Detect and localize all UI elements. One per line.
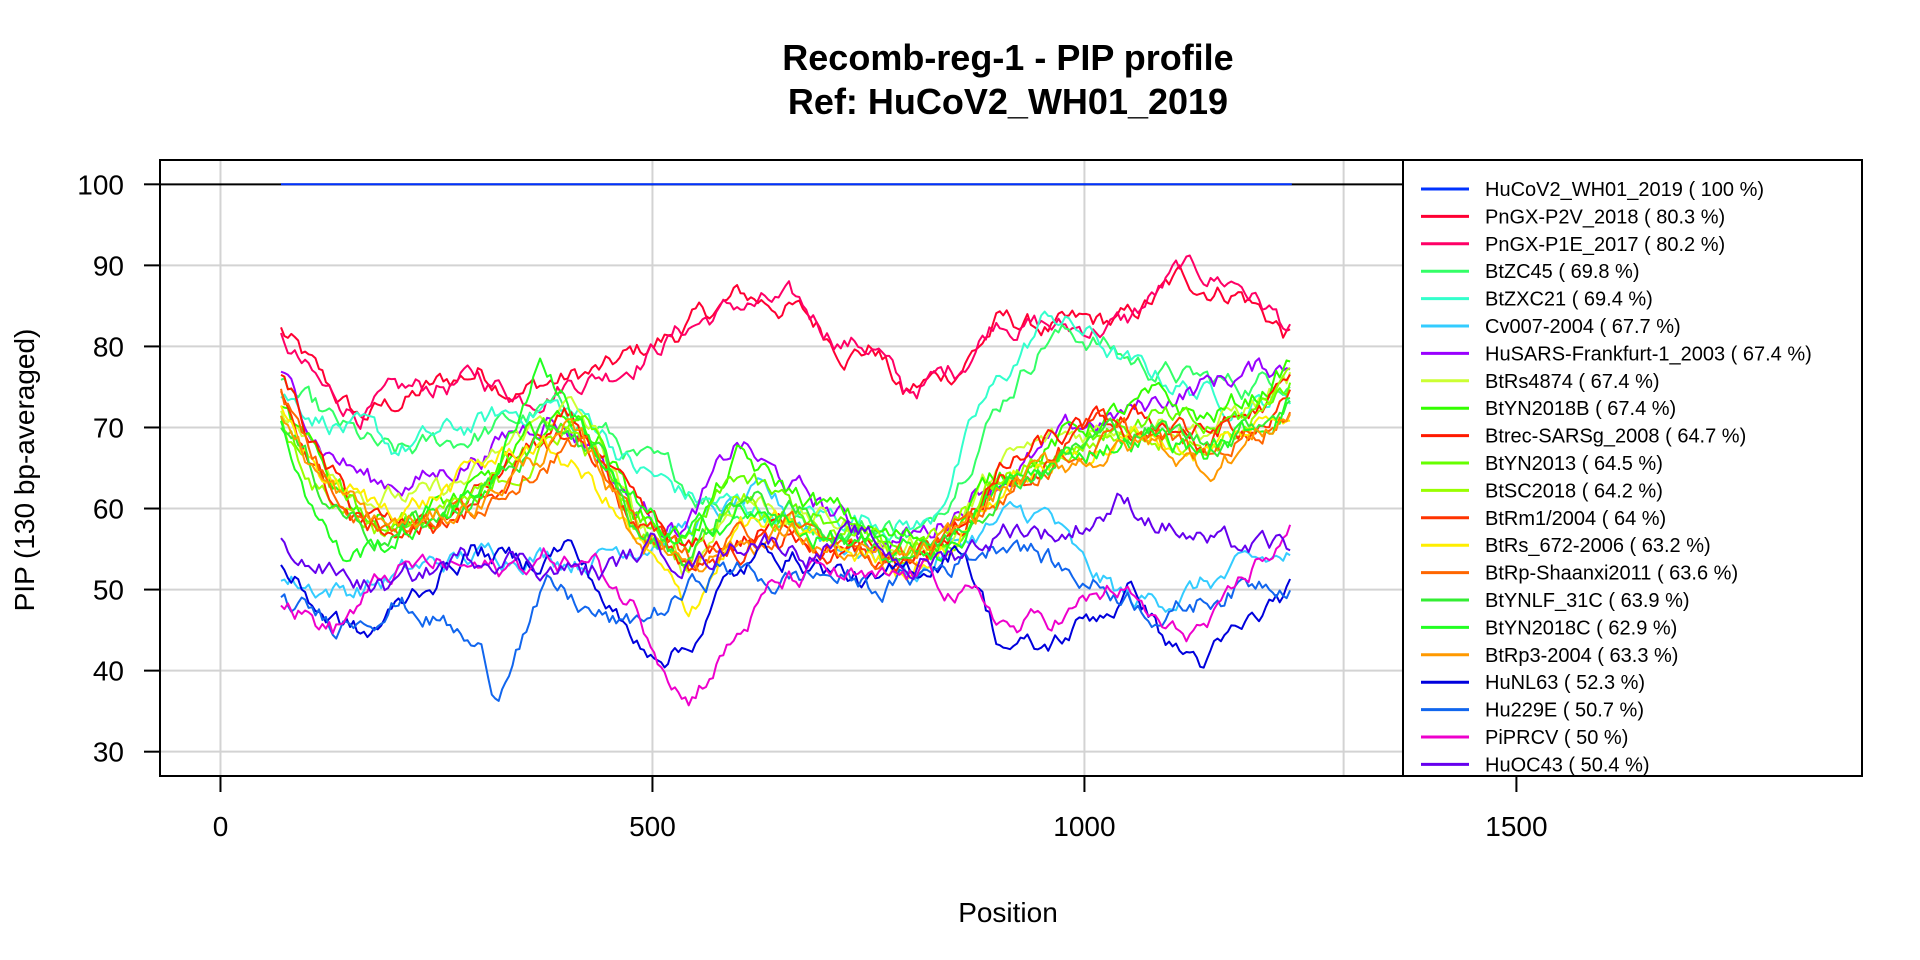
legend-label: BtRs4874 ( 67.4 %) <box>1485 371 1660 393</box>
chart-subtitle: Ref: HuCoV2_WH01_2019 <box>788 81 1228 122</box>
series-line-2 <box>280 254 1291 430</box>
y-tick-label: 90 <box>93 250 124 281</box>
y-tick-label: 50 <box>93 575 124 606</box>
legend-label: BtRp-Shaanxi2011 ( 63.6 %) <box>1485 563 1738 585</box>
series-line-12 <box>280 389 1292 573</box>
legend-label: BtRs_672-2006 ( 63.2 %) <box>1485 535 1711 557</box>
series-line-10 <box>280 382 1292 558</box>
grid-layer <box>160 160 1403 776</box>
x-tick-label: 1000 <box>1053 811 1115 842</box>
legend-label: BtRm1/2004 ( 64 %) <box>1485 508 1666 530</box>
x-tick-label: 1500 <box>1485 811 1547 842</box>
legend-label: Cv007-2004 ( 67.7 %) <box>1485 316 1681 338</box>
legend-label: BtZC45 ( 69.8 %) <box>1485 261 1640 283</box>
legend-label: BtYN2018B ( 67.4 %) <box>1485 398 1676 420</box>
legend-label: BtZXC21 ( 69.4 %) <box>1485 289 1653 311</box>
legend-label: HuSARS-Frankfurt-1_2003 ( 67.4 %) <box>1485 343 1812 365</box>
y-tick-label: 80 <box>93 331 124 362</box>
y-tick-label: 60 <box>93 494 124 525</box>
series-line-1 <box>280 264 1291 421</box>
series-line-16 <box>280 357 1291 563</box>
y-tick-label: 40 <box>93 656 124 687</box>
legend-box <box>1402 159 1863 777</box>
series-layer <box>280 183 1292 707</box>
legend-label: BtYNLF_31C ( 63.9 %) <box>1485 590 1690 612</box>
series-line-18 <box>280 539 1292 669</box>
y-axis-label: PIP (130 bp-averaged) <box>9 329 40 612</box>
series-line-8 <box>280 359 1291 554</box>
legend-label: BtYN2013 ( 64.5 %) <box>1485 453 1663 475</box>
legend-label: HuOC43 ( 50.4 %) <box>1485 754 1650 776</box>
y-tick-label: 100 <box>77 169 124 200</box>
x-tick-label: 0 <box>213 811 229 842</box>
series-line-19 <box>280 539 1292 702</box>
x-tick-label: 500 <box>629 811 676 842</box>
series-line-13 <box>280 405 1291 618</box>
series-line-17 <box>280 413 1291 573</box>
legend-label: BtSC2018 ( 64.2 %) <box>1485 480 1663 502</box>
y-tick-label: 30 <box>93 737 124 768</box>
legend: HuCoV2_WH01_2019 ( 100 %) PnGX-P2V_2018 (… <box>1402 159 1863 777</box>
legend-label: BtRp3-2004 ( 63.3 %) <box>1485 645 1678 667</box>
series-line-14 <box>280 388 1292 571</box>
legend-label: BtYN2018C ( 62.9 %) <box>1485 617 1677 639</box>
legend-label: PiPRCV ( 50 %) <box>1485 727 1628 749</box>
legend-label: HuNL63 ( 52.3 %) <box>1485 672 1645 694</box>
x-axis-label: Position <box>958 897 1058 928</box>
chart-title: Recomb-reg-1 - PIP profile <box>782 37 1233 78</box>
legend-label: HuCoV2_WH01_2019 ( 100 %) <box>1485 179 1764 201</box>
series-line-21 <box>280 492 1291 593</box>
y-tick-label: 70 <box>93 412 124 443</box>
legend-label: Hu229E ( 50.7 %) <box>1485 700 1644 722</box>
legend-label: Btrec-SARSg_2008 ( 64.7 %) <box>1485 426 1746 448</box>
legend-label: PnGX-P2V_2018 ( 80.3 %) <box>1485 206 1725 228</box>
legend-label: PnGX-P1E_2017 ( 80.2 %) <box>1485 234 1725 256</box>
series-line-20 <box>280 524 1292 707</box>
